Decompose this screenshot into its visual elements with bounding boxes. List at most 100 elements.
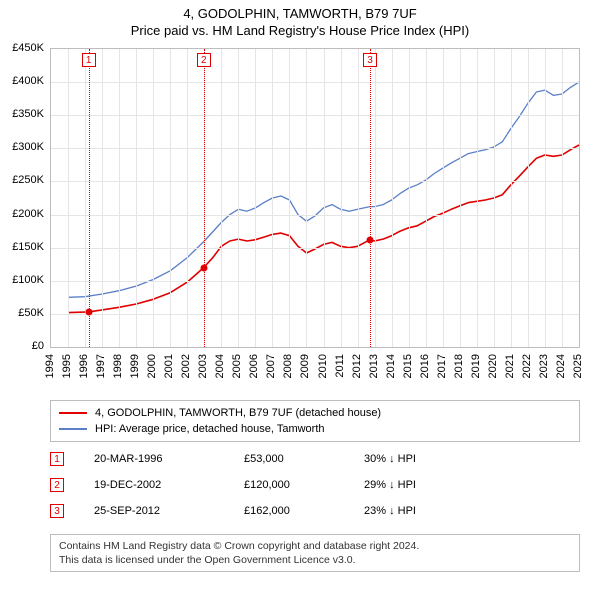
chart-title-address: 4, GODOLPHIN, TAMWORTH, B79 7UF — [0, 6, 600, 21]
gridline-horizontal — [51, 148, 579, 149]
x-tick-label: 1999 — [129, 354, 141, 378]
marker-dot — [367, 236, 374, 243]
marker-line — [370, 49, 371, 347]
x-tick-label: 2015 — [402, 354, 414, 378]
y-tick-label: £350K — [12, 108, 44, 120]
x-tick-label: 2011 — [334, 354, 346, 378]
gridline-vertical — [85, 49, 86, 347]
x-tick-label: 1995 — [61, 354, 73, 378]
marker-number-box: 2 — [197, 53, 211, 67]
gridline-vertical — [545, 49, 546, 347]
x-tick-label: 2007 — [265, 354, 277, 378]
gridline-vertical — [306, 49, 307, 347]
transaction-date: 25-SEP-2012 — [94, 505, 214, 517]
x-tick-label: 1996 — [78, 354, 90, 378]
transaction-price: £162,000 — [244, 505, 334, 517]
transaction-date: 19-DEC-2002 — [94, 479, 214, 491]
transaction-price: £120,000 — [244, 479, 334, 491]
gridline-vertical — [187, 49, 188, 347]
transaction-row: 120-MAR-1996£53,00030% ↓ HPI — [50, 446, 580, 472]
gridline-vertical — [358, 49, 359, 347]
x-tick-label: 2016 — [419, 354, 431, 378]
marker-dot — [85, 308, 92, 315]
x-tick-label: 2006 — [248, 354, 260, 378]
gridline-vertical — [289, 49, 290, 347]
gridline-vertical — [255, 49, 256, 347]
marker-number-box: 1 — [82, 53, 96, 67]
gridline-vertical — [409, 49, 410, 347]
marker-line — [89, 49, 90, 347]
x-tick-label: 2024 — [555, 354, 567, 378]
transaction-date: 20-MAR-1996 — [94, 453, 214, 465]
x-tick-label: 2008 — [282, 354, 294, 378]
chart-series-svg — [51, 49, 579, 347]
x-tick-label: 2010 — [317, 354, 329, 378]
transaction-diff: 23% ↓ HPI — [364, 505, 454, 517]
gridline-vertical — [443, 49, 444, 347]
gridline-vertical — [494, 49, 495, 347]
transaction-row: 219-DEC-2002£120,00029% ↓ HPI — [50, 472, 580, 498]
gridline-vertical — [375, 49, 376, 347]
transactions-table: 120-MAR-1996£53,00030% ↓ HPI219-DEC-2002… — [50, 446, 580, 524]
x-tick-label: 2018 — [453, 354, 465, 378]
footer-line-2: This data is licensed under the Open Gov… — [59, 553, 571, 567]
x-axis: 1994199519961997199819992000200120022003… — [50, 350, 580, 400]
transaction-price: £53,000 — [244, 453, 334, 465]
x-tick-label: 1997 — [95, 354, 107, 378]
y-tick-label: £50K — [18, 307, 44, 319]
gridline-horizontal — [51, 82, 579, 83]
gridline-horizontal — [51, 215, 579, 216]
legend-swatch — [59, 428, 87, 430]
marker-number-box: 3 — [363, 53, 377, 67]
gridline-vertical — [477, 49, 478, 347]
legend-label: HPI: Average price, detached house, Tamw… — [95, 423, 325, 435]
gridline-vertical — [153, 49, 154, 347]
x-tick-label: 2022 — [521, 354, 533, 378]
gridline-vertical — [528, 49, 529, 347]
x-tick-label: 2020 — [487, 354, 499, 378]
gridline-horizontal — [51, 181, 579, 182]
gridline-horizontal — [51, 314, 579, 315]
y-axis: £0£50K£100K£150K£200K£250K£300K£350K£400… — [0, 48, 48, 348]
gridline-vertical — [392, 49, 393, 347]
chart-plot-area: 1 2 3 — [50, 48, 580, 348]
x-tick-label: 1994 — [44, 354, 56, 378]
gridline-vertical — [562, 49, 563, 347]
legend-swatch — [59, 412, 87, 414]
gridline-vertical — [68, 49, 69, 347]
y-tick-label: £200K — [12, 208, 44, 220]
x-tick-label: 2009 — [299, 354, 311, 378]
x-tick-label: 2014 — [385, 354, 397, 378]
x-tick-label: 2004 — [214, 354, 226, 378]
y-tick-label: £0 — [32, 340, 44, 352]
gridline-horizontal — [51, 281, 579, 282]
x-tick-label: 2001 — [163, 354, 175, 378]
marker-line — [204, 49, 205, 347]
transaction-row: 325-SEP-2012£162,00023% ↓ HPI — [50, 498, 580, 524]
gridline-vertical — [221, 49, 222, 347]
y-tick-label: £450K — [12, 42, 44, 54]
y-tick-label: £400K — [12, 75, 44, 87]
x-tick-label: 2021 — [504, 354, 516, 378]
chart-titles: 4, GODOLPHIN, TAMWORTH, B79 7UF Price pa… — [0, 0, 600, 38]
x-tick-label: 2013 — [368, 354, 380, 378]
x-tick-label: 1998 — [112, 354, 124, 378]
x-tick-label: 2019 — [470, 354, 482, 378]
legend-label: 4, GODOLPHIN, TAMWORTH, B79 7UF (detache… — [95, 407, 381, 419]
x-tick-label: 2012 — [351, 354, 363, 378]
legend-item: HPI: Average price, detached house, Tamw… — [59, 421, 571, 437]
attribution-footer: Contains HM Land Registry data © Crown c… — [50, 534, 580, 572]
gridline-horizontal — [51, 248, 579, 249]
y-tick-label: £100K — [12, 274, 44, 286]
x-tick-label: 2023 — [538, 354, 550, 378]
x-tick-label: 2025 — [572, 354, 584, 378]
gridline-vertical — [341, 49, 342, 347]
gridline-vertical — [511, 49, 512, 347]
marker-dot — [200, 264, 207, 271]
chart-title-subtitle: Price paid vs. HM Land Registry's House … — [0, 23, 600, 38]
y-tick-label: £250K — [12, 174, 44, 186]
transaction-diff: 30% ↓ HPI — [364, 453, 454, 465]
gridline-vertical — [426, 49, 427, 347]
y-tick-label: £300K — [12, 141, 44, 153]
gridline-vertical — [238, 49, 239, 347]
